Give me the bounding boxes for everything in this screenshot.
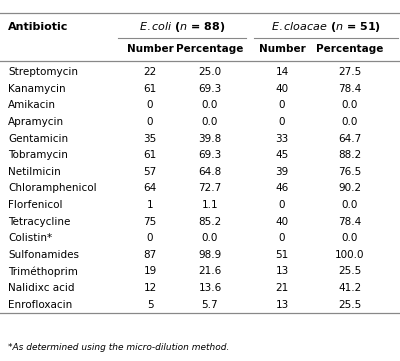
Text: Florfenicol: Florfenicol bbox=[8, 200, 62, 210]
Text: 19: 19 bbox=[143, 266, 157, 277]
Text: Netilmicin: Netilmicin bbox=[8, 167, 61, 177]
Text: Chloramphenicol: Chloramphenicol bbox=[8, 183, 97, 193]
Text: 87: 87 bbox=[143, 250, 157, 260]
Text: 0.0: 0.0 bbox=[202, 100, 218, 110]
Text: 61: 61 bbox=[143, 150, 157, 160]
Text: 0: 0 bbox=[279, 117, 285, 127]
Text: 46: 46 bbox=[275, 183, 289, 193]
Text: 0: 0 bbox=[147, 100, 153, 110]
Text: 57: 57 bbox=[143, 167, 157, 177]
Text: 69.3: 69.3 bbox=[198, 84, 222, 94]
Text: 0.0: 0.0 bbox=[342, 117, 358, 127]
Text: Nalidixc acid: Nalidixc acid bbox=[8, 283, 74, 293]
Text: Apramycin: Apramycin bbox=[8, 117, 64, 127]
Text: 76.5: 76.5 bbox=[338, 167, 362, 177]
Text: 0: 0 bbox=[279, 233, 285, 243]
Text: Gentamicin: Gentamicin bbox=[8, 134, 68, 144]
Text: 12: 12 bbox=[143, 283, 157, 293]
Text: 33: 33 bbox=[275, 134, 289, 144]
Text: Antibiotic: Antibiotic bbox=[8, 22, 68, 32]
Text: $\it{E. cloacae}$ ($\it{n}$ = 51): $\it{E. cloacae}$ ($\it{n}$ = 51) bbox=[271, 20, 381, 34]
Text: 0: 0 bbox=[147, 233, 153, 243]
Text: 45: 45 bbox=[275, 150, 289, 160]
Text: Kanamycin: Kanamycin bbox=[8, 84, 66, 94]
Text: $\it{E. coli}$ ($\it{n}$ = 88): $\it{E. coli}$ ($\it{n}$ = 88) bbox=[139, 20, 225, 34]
Text: Number: Number bbox=[127, 44, 173, 54]
Text: 98.9: 98.9 bbox=[198, 250, 222, 260]
Text: 25.0: 25.0 bbox=[198, 67, 222, 77]
Text: 13: 13 bbox=[275, 300, 289, 310]
Text: 88.2: 88.2 bbox=[338, 150, 362, 160]
Text: 0: 0 bbox=[147, 117, 153, 127]
Text: 21.6: 21.6 bbox=[198, 266, 222, 277]
Text: Enrofloxacin: Enrofloxacin bbox=[8, 300, 72, 310]
Text: 25.5: 25.5 bbox=[338, 300, 362, 310]
Text: 78.4: 78.4 bbox=[338, 84, 362, 94]
Text: 0.0: 0.0 bbox=[342, 233, 358, 243]
Text: 0.0: 0.0 bbox=[202, 233, 218, 243]
Text: 1: 1 bbox=[147, 200, 153, 210]
Text: 22: 22 bbox=[143, 67, 157, 77]
Text: 100.0: 100.0 bbox=[335, 250, 365, 260]
Text: 78.4: 78.4 bbox=[338, 217, 362, 227]
Text: 5: 5 bbox=[147, 300, 153, 310]
Text: 51: 51 bbox=[275, 250, 289, 260]
Text: 85.2: 85.2 bbox=[198, 217, 222, 227]
Text: 21: 21 bbox=[275, 283, 289, 293]
Text: Colistin*: Colistin* bbox=[8, 233, 52, 243]
Text: 35: 35 bbox=[143, 134, 157, 144]
Text: 75: 75 bbox=[143, 217, 157, 227]
Text: *As determined using the micro-dilution method.: *As determined using the micro-dilution … bbox=[8, 343, 229, 352]
Text: Amikacin: Amikacin bbox=[8, 100, 56, 110]
Text: 0: 0 bbox=[279, 100, 285, 110]
Text: Triméthoprim: Triméthoprim bbox=[8, 266, 78, 277]
Text: 40: 40 bbox=[276, 84, 288, 94]
Text: 0.0: 0.0 bbox=[202, 117, 218, 127]
Text: 69.3: 69.3 bbox=[198, 150, 222, 160]
Text: 27.5: 27.5 bbox=[338, 67, 362, 77]
Text: 13: 13 bbox=[275, 266, 289, 277]
Text: 0.0: 0.0 bbox=[342, 200, 358, 210]
Text: 5.7: 5.7 bbox=[202, 300, 218, 310]
Text: 90.2: 90.2 bbox=[338, 183, 362, 193]
Text: 40: 40 bbox=[276, 217, 288, 227]
Text: Streptomycin: Streptomycin bbox=[8, 67, 78, 77]
Text: Tetracycline: Tetracycline bbox=[8, 217, 70, 227]
Text: 61: 61 bbox=[143, 84, 157, 94]
Text: 13.6: 13.6 bbox=[198, 283, 222, 293]
Text: 64: 64 bbox=[143, 183, 157, 193]
Text: 1.1: 1.1 bbox=[202, 200, 218, 210]
Text: 64.7: 64.7 bbox=[338, 134, 362, 144]
Text: Percentage: Percentage bbox=[176, 44, 244, 54]
Text: 0.0: 0.0 bbox=[342, 100, 358, 110]
Text: 41.2: 41.2 bbox=[338, 283, 362, 293]
Text: Sulfonamides: Sulfonamides bbox=[8, 250, 79, 260]
Text: 14: 14 bbox=[275, 67, 289, 77]
Text: 0: 0 bbox=[279, 200, 285, 210]
Text: 25.5: 25.5 bbox=[338, 266, 362, 277]
Text: Number: Number bbox=[259, 44, 305, 54]
Text: 39.8: 39.8 bbox=[198, 134, 222, 144]
Text: Percentage: Percentage bbox=[316, 44, 384, 54]
Text: 72.7: 72.7 bbox=[198, 183, 222, 193]
Text: 64.8: 64.8 bbox=[198, 167, 222, 177]
Text: 39: 39 bbox=[275, 167, 289, 177]
Text: Tobramycin: Tobramycin bbox=[8, 150, 68, 160]
